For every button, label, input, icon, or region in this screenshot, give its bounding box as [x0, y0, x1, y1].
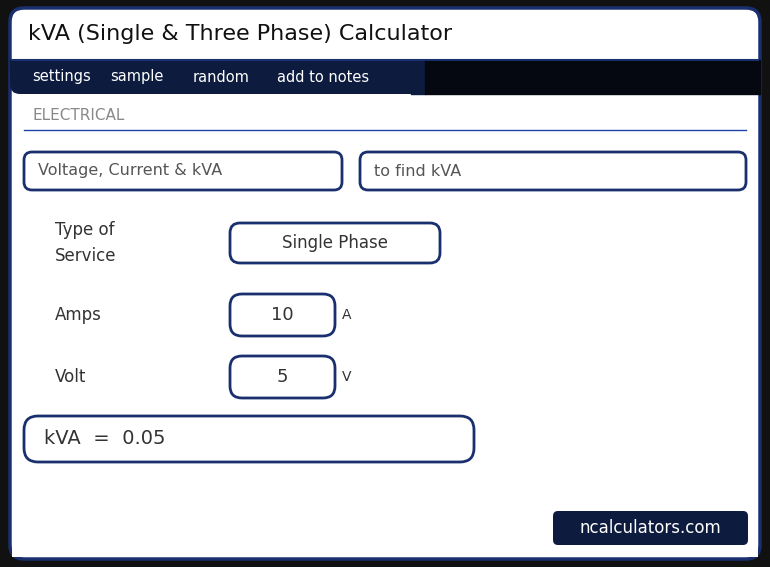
FancyBboxPatch shape	[230, 223, 440, 263]
Text: Amps: Amps	[55, 306, 102, 324]
Text: V: V	[342, 370, 351, 384]
Text: ELECTRICAL: ELECTRICAL	[32, 108, 125, 124]
Text: Single Phase: Single Phase	[282, 234, 388, 252]
Text: kVA (Single & Three Phase) Calculator: kVA (Single & Three Phase) Calculator	[28, 24, 452, 44]
FancyBboxPatch shape	[10, 8, 760, 559]
FancyBboxPatch shape	[24, 416, 474, 462]
Text: 10: 10	[271, 306, 294, 324]
FancyBboxPatch shape	[360, 152, 746, 190]
Text: Voltage, Current & kVA: Voltage, Current & kVA	[38, 163, 223, 179]
Text: random: random	[193, 70, 250, 84]
FancyBboxPatch shape	[10, 60, 425, 94]
Text: sample: sample	[110, 70, 163, 84]
Text: to find kVA: to find kVA	[374, 163, 461, 179]
Text: add to notes: add to notes	[277, 70, 369, 84]
FancyBboxPatch shape	[24, 152, 342, 190]
Text: kVA  =  0.05: kVA = 0.05	[44, 429, 166, 448]
Text: Type of
Service: Type of Service	[55, 221, 116, 265]
FancyBboxPatch shape	[230, 356, 335, 398]
Bar	[12, 94, 758, 557]
Text: 5: 5	[276, 368, 288, 386]
Text: ncalculators.com: ncalculators.com	[580, 519, 721, 537]
Text: settings: settings	[32, 70, 91, 84]
FancyBboxPatch shape	[230, 294, 335, 336]
Text: Volt: Volt	[55, 368, 86, 386]
FancyBboxPatch shape	[553, 511, 748, 545]
Text: A: A	[342, 308, 351, 322]
